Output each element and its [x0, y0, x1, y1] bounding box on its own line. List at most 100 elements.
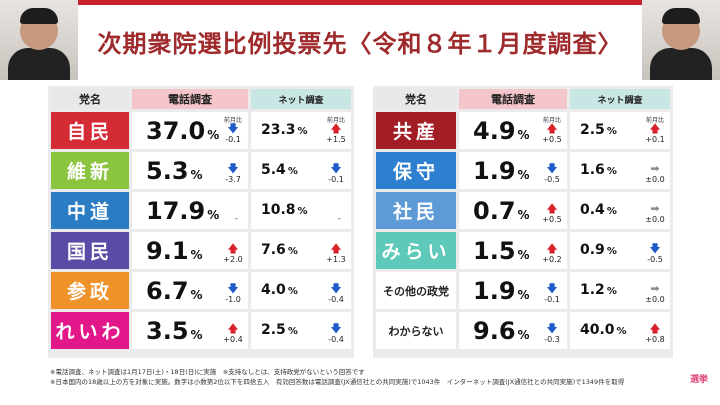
- presenter-hair: [662, 8, 700, 24]
- change-indicator: 🡇 -0.4: [323, 276, 349, 305]
- top-accent-bar: [0, 0, 720, 5]
- change-value: +0.1: [645, 135, 665, 144]
- change-value: +0.5: [542, 135, 562, 144]
- phone-percentage: 1.9%: [473, 157, 530, 185]
- arrow-up-icon: 🡅: [649, 122, 661, 135]
- change-indicator: ➡ ±0.0: [642, 196, 668, 225]
- net-percentage: 0.9%: [580, 242, 617, 258]
- arrow-up-icon: 🡅: [227, 242, 239, 255]
- party-name: 保守: [376, 152, 456, 189]
- percent-sign: %: [606, 126, 617, 137]
- percent-sign: %: [517, 168, 530, 182]
- change-value: -0.4: [328, 295, 344, 304]
- change-label: 前月比: [645, 117, 664, 124]
- phone-value-cell: 3.5% 🡅 +0.4: [132, 312, 248, 349]
- change-value: -0.5: [544, 175, 560, 184]
- percent-sign: %: [190, 328, 203, 342]
- net-value-cell: 4.0% 🡇 -0.4: [251, 272, 351, 309]
- percent-sign: %: [287, 326, 298, 337]
- percentage-number: 2.5: [580, 122, 605, 138]
- percentage-number: 9.1: [146, 237, 189, 265]
- presenter-body: [650, 48, 712, 80]
- host-video-left: [0, 0, 78, 80]
- net-value-cell: 10.8% -: [251, 192, 351, 229]
- change-value: ±0.0: [645, 215, 665, 224]
- change-indicator: 🡇 -0.5: [539, 156, 565, 185]
- net-value-cell: 2.5% 前月比 🡅 +0.1: [570, 112, 670, 149]
- table-row: 自民 37.0% 前月比 🡇 -0.1 23.3% 前月比 🡅 +1.5: [51, 112, 351, 149]
- percent-sign: %: [190, 248, 203, 262]
- phone-value-cell: 17.9% -: [132, 192, 248, 229]
- table-right: 党名 電話調査 ネット調査 共産 4.9% 前月比 🡅 +0.5 2.5% 前月比 🡅 +0.1…: [373, 86, 673, 352]
- party-name: 自民: [51, 112, 129, 149]
- change-indicator: 🡇 -3.7: [220, 156, 246, 185]
- net-value-cell: 1.6% ➡ ±0.0: [570, 152, 670, 189]
- table-row: 国民 9.1% 🡅 +2.0 7.6% 🡅 +1.3: [51, 232, 351, 269]
- arrow-down-icon: 🡇: [649, 242, 661, 255]
- results-table-left: 党名 電話調査 ネット調査 自民 37.0% 前月比 🡇 -0.1 23.3% 前月比 🡅 +1…: [48, 86, 354, 358]
- change-indicator: 🡇 -0.4: [323, 316, 349, 345]
- header-phone: 電話調査: [132, 89, 248, 109]
- arrow-up-icon: 🡅: [649, 322, 661, 335]
- net-percentage: 1.2%: [580, 282, 617, 298]
- percent-sign: %: [297, 206, 308, 217]
- change-indicator: 前月比 🡅 +0.1: [642, 116, 668, 144]
- phone-value-cell: 6.7% 🡇 -1.0: [132, 272, 248, 309]
- change-indicator: 🡅 +1.3: [323, 236, 349, 265]
- table-row: 共産 4.9% 前月比 🡅 +0.5 2.5% 前月比 🡅 +0.1: [376, 112, 670, 149]
- phone-percentage: 1.5%: [473, 237, 530, 265]
- percent-sign: %: [517, 208, 530, 222]
- party-name: 維新: [51, 152, 129, 189]
- percentage-number: 23.3: [261, 122, 296, 138]
- table-row: 維新 5.3% 🡇 -3.7 5.4% 🡇 -0.1: [51, 152, 351, 189]
- phone-percentage: 6.7%: [146, 277, 203, 305]
- change-indicator: ➡ ±0.0: [642, 156, 668, 185]
- percent-sign: %: [287, 286, 298, 297]
- party-name: 社民: [376, 192, 456, 229]
- phone-value-cell: 9.6% 🡇 -0.3: [459, 312, 567, 349]
- arrow-right-icon: ➡: [650, 202, 660, 215]
- header-row: 党名 電話調査 ネット調査: [376, 89, 670, 109]
- percentage-number: 2.5: [261, 322, 286, 338]
- arrow-up-icon: 🡅: [330, 242, 342, 255]
- arrow-up-icon: 🡅: [546, 242, 558, 255]
- phone-percentage: 1.9%: [473, 277, 530, 305]
- percentage-number: 4.0: [261, 282, 286, 298]
- arrow-up-icon: 🡅: [546, 202, 558, 215]
- percentage-number: 6.7: [146, 277, 189, 305]
- percent-sign: %: [517, 288, 530, 302]
- arrow-down-icon: 🡇: [546, 162, 558, 175]
- party-name: みらい: [376, 232, 456, 269]
- percentage-number: 17.9: [146, 197, 206, 225]
- change-value: ±0.0: [645, 175, 665, 184]
- percentage-number: 4.9: [473, 117, 516, 145]
- change-indicator: 🡇 -0.5: [642, 236, 668, 265]
- change-indicator: 🡇 -0.1: [539, 276, 565, 305]
- percent-sign: %: [287, 166, 298, 177]
- percent-sign: %: [606, 166, 617, 177]
- percentage-number: 5.3: [146, 157, 189, 185]
- percentage-number: 0.4: [580, 202, 605, 218]
- phone-percentage: 3.5%: [146, 317, 203, 345]
- phone-value-cell: 4.9% 前月比 🡅 +0.5: [459, 112, 567, 149]
- party-name: れいわ: [51, 312, 129, 349]
- party-name: 国民: [51, 232, 129, 269]
- change-value: -0.4: [328, 335, 344, 344]
- change-value: -1.0: [225, 295, 241, 304]
- arrow-down-icon: 🡇: [330, 162, 342, 175]
- net-value-cell: 5.4% 🡇 -0.1: [251, 152, 351, 189]
- table-row: 中道 17.9% - 10.8% -: [51, 192, 351, 229]
- net-value-cell: 0.4% ➡ ±0.0: [570, 192, 670, 229]
- no-change-dash: -: [337, 214, 341, 224]
- header-net: ネット調査: [251, 89, 351, 109]
- net-percentage: 2.5%: [580, 122, 617, 138]
- percent-sign: %: [207, 128, 220, 142]
- change-value: -3.7: [225, 175, 241, 184]
- percent-sign: %: [517, 128, 530, 142]
- header-party: 党名: [51, 89, 129, 109]
- phone-value-cell: 9.1% 🡅 +2.0: [132, 232, 248, 269]
- percentage-number: 0.9: [580, 242, 605, 258]
- change-indicator: 🡇 -0.3: [539, 316, 565, 345]
- change-value: +1.5: [326, 135, 346, 144]
- table-row: わからない 9.6% 🡇 -0.3 40.0% 🡅 +0.8: [376, 312, 670, 349]
